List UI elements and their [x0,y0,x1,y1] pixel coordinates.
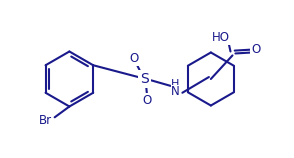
Text: H: H [171,79,180,89]
Text: S: S [140,72,148,86]
Text: HO: HO [212,31,230,44]
Text: Br: Br [39,114,52,127]
Text: O: O [130,52,139,65]
Text: N: N [171,85,180,98]
Text: O: O [251,43,261,56]
Text: O: O [142,94,152,107]
